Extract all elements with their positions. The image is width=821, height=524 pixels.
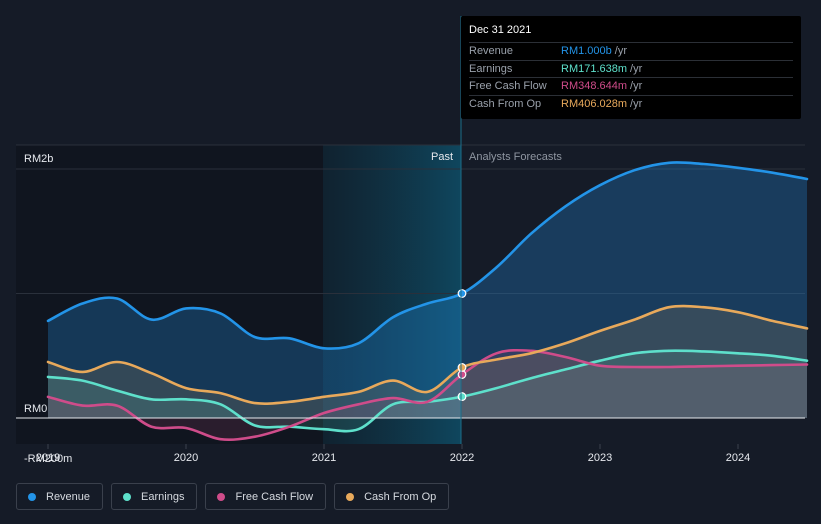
revenue-line	[46, 161, 809, 350]
legend-label: Earnings	[141, 490, 185, 503]
tooltip-row: Cash From Op RM406.028m/yr	[469, 96, 793, 113]
legend-dot-icon	[346, 492, 355, 501]
x-tick-label: 2022	[450, 452, 474, 464]
free-cash-flow-line	[46, 348, 809, 441]
x-tick-label: 2020	[174, 452, 198, 464]
tooltip-date: Dec 31 2021	[469, 24, 793, 43]
legend-dot-icon	[28, 492, 36, 501]
tooltip-row: Earnings RM171.638m/yr	[469, 61, 793, 78]
tooltip-row-unit: /yr	[614, 45, 627, 58]
legend: Revenue Earnings Free Cash Flow Cash From O…	[16, 483, 450, 510]
tooltip-row: Free Cash Flow RM348.644m/yr	[469, 78, 793, 96]
tooltip-row-unit: /yr	[630, 62, 643, 75]
cash-from-op-area	[48, 306, 807, 418]
tooltip-row-unit: /yr	[630, 97, 643, 110]
legend-label: Free Cash Flow	[235, 490, 314, 503]
tooltip-row-label: Cash From Op	[469, 97, 542, 110]
y-tick-label: RM2b	[24, 153, 53, 165]
free-cash-flow-marker	[457, 370, 467, 379]
earnings-marker	[457, 392, 467, 401]
x-tick-label: 2021	[312, 452, 336, 464]
cash-from-op-line	[46, 304, 809, 405]
x-tick-label: 2019	[36, 452, 60, 464]
revenue-marker	[457, 289, 467, 298]
y-tick-label: -RM200m	[24, 453, 72, 465]
earnings-area	[48, 350, 807, 432]
series-lines	[46, 161, 809, 441]
free-cash-flow-area	[48, 350, 807, 440]
legend-dot-icon	[123, 492, 132, 501]
legend-item-free-cash-flow[interactable]: Free Cash Flow	[205, 483, 327, 510]
tooltip-row-label: Free Cash Flow	[469, 80, 547, 93]
legend-label: Cash From Op	[364, 490, 437, 503]
grid	[16, 144, 805, 294]
x-tick-label: 2023	[588, 452, 612, 464]
y-tick-label: RM0	[24, 403, 47, 415]
series-markers	[457, 289, 467, 401]
revenue-area	[48, 162, 807, 418]
tooltip-row-label: Revenue	[469, 45, 514, 58]
cash-from-op-marker	[457, 363, 467, 372]
series-areas	[48, 162, 807, 440]
tooltip-row-value: RM406.028m	[561, 97, 628, 110]
tooltip-panel: Dec 31 2021 Revenue RM1.000b/yr Earnings RM…	[461, 16, 801, 119]
tooltip-row-value: RM171.638m	[561, 62, 628, 75]
x-tick-label: 2024	[726, 452, 750, 464]
legend-dot-icon	[217, 492, 226, 501]
tooltip-row-value: RM348.644m	[561, 80, 628, 93]
legend-label: Revenue	[46, 490, 91, 503]
legend-item-earnings[interactable]: Earnings	[111, 483, 198, 510]
tooltip-row-label: Earnings	[469, 62, 513, 75]
tooltip-row-unit: /yr	[630, 80, 643, 93]
tooltip-row-value: RM1.000b	[561, 45, 612, 58]
period-label-past: Past	[431, 151, 453, 163]
period-label-forecast: Analysts Forecasts	[469, 151, 562, 163]
legend-item-cash-from-op[interactable]: Cash From Op	[334, 483, 450, 510]
legend-item-revenue[interactable]: Revenue	[16, 483, 104, 510]
tooltip-row: Revenue RM1.000b/yr	[469, 43, 793, 61]
